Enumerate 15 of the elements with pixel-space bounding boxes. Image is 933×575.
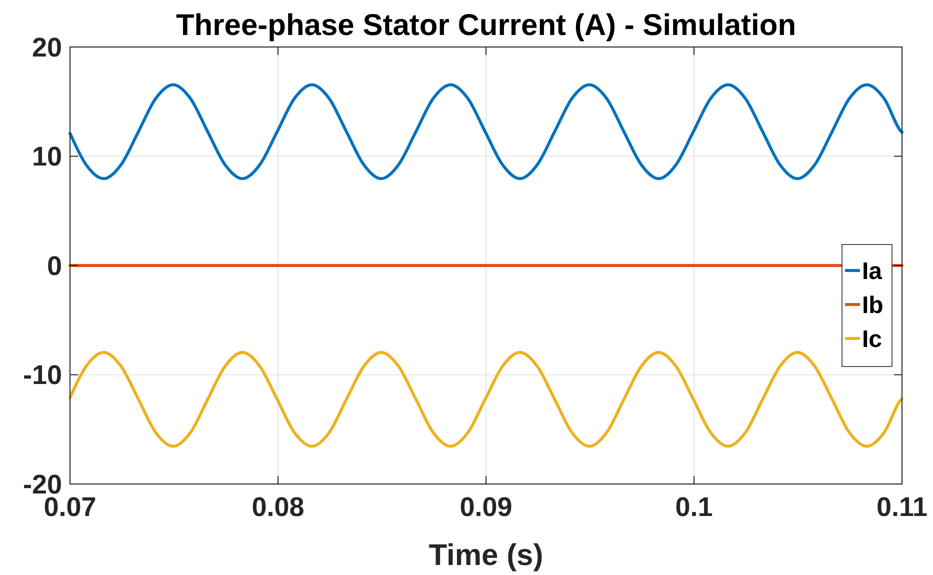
legend-label: Ia <box>862 258 883 285</box>
chart-title: Three-phase Stator Current (A) - Simulation <box>176 9 796 42</box>
x-tick-label: 0.1 <box>675 492 713 522</box>
line-series <box>68 350 904 448</box>
y-tick-label: 10 <box>32 142 62 172</box>
legend-label: Ic <box>862 326 882 353</box>
line-series <box>68 83 904 180</box>
legend-label: Ib <box>862 292 884 319</box>
x-axis-title: Time (s) <box>428 539 544 572</box>
x-tick-label: 0.09 <box>460 492 512 522</box>
x-tick-label: 0.11 <box>876 492 928 522</box>
y-tick-label: 20 <box>32 32 62 62</box>
y-tick-label: -10 <box>22 360 62 390</box>
x-tick-label: 0.08 <box>252 492 304 522</box>
y-tick-label: 0 <box>46 250 62 281</box>
